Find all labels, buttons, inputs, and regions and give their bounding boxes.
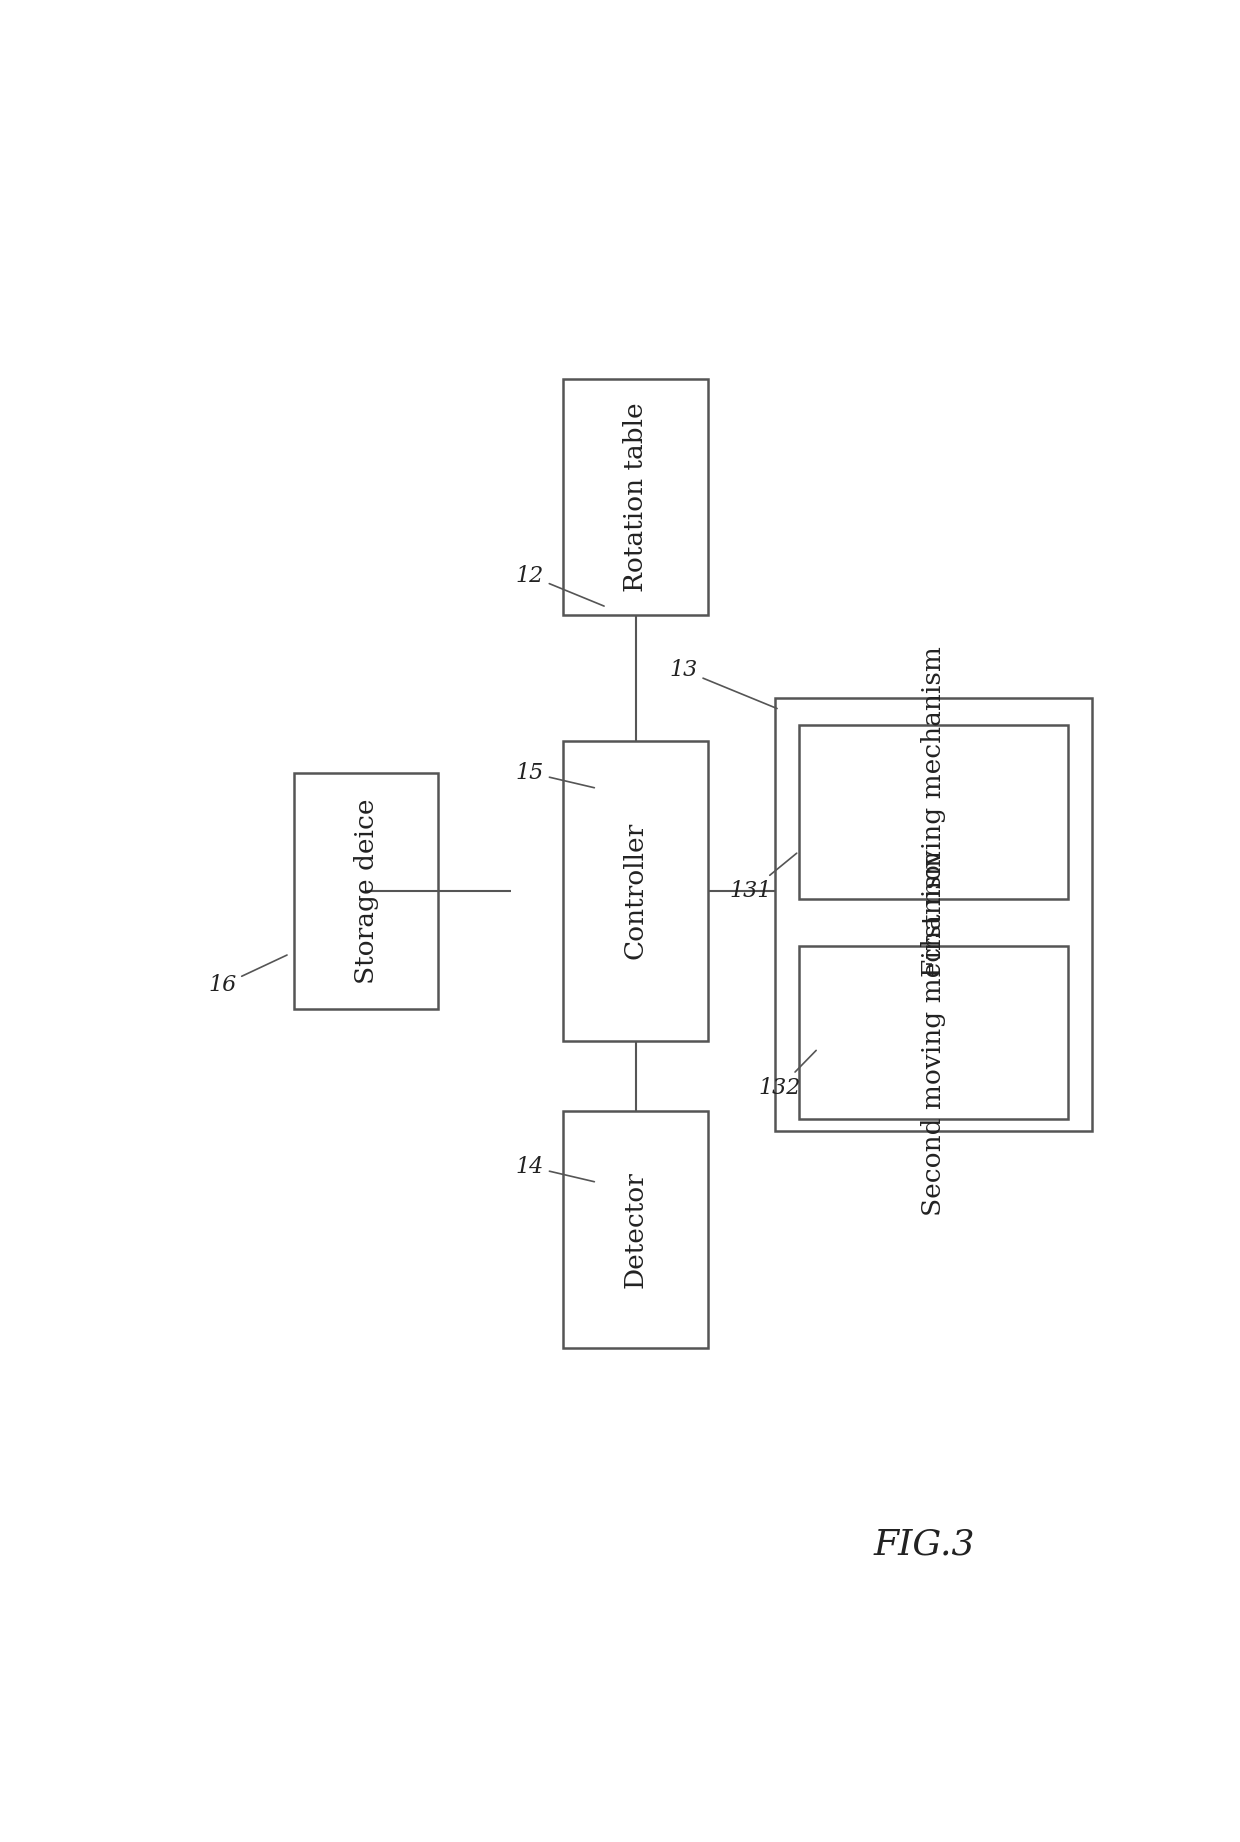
Text: FIG.3: FIG.3 xyxy=(873,1527,975,1562)
Bar xyxy=(563,379,708,615)
Bar xyxy=(294,772,439,1009)
Text: Detector: Detector xyxy=(622,1172,649,1288)
Text: Controller: Controller xyxy=(622,822,649,960)
Text: Second moving mechanism: Second moving mechanism xyxy=(921,849,946,1216)
Text: Rotation table: Rotation table xyxy=(622,402,649,591)
Text: First moving mechanism: First moving mechanism xyxy=(921,647,946,978)
Text: Storage deice: Storage deice xyxy=(353,798,379,984)
Text: 132: 132 xyxy=(759,1050,816,1100)
Text: 12: 12 xyxy=(516,565,604,606)
Bar xyxy=(799,726,1068,899)
Text: 13: 13 xyxy=(670,659,777,709)
Bar xyxy=(563,1111,708,1348)
Text: 16: 16 xyxy=(208,954,286,997)
Text: 15: 15 xyxy=(516,761,594,788)
Bar xyxy=(775,698,1092,1131)
Text: 131: 131 xyxy=(729,853,797,903)
Text: 14: 14 xyxy=(516,1155,594,1183)
Bar xyxy=(799,947,1068,1120)
Bar xyxy=(563,740,708,1041)
